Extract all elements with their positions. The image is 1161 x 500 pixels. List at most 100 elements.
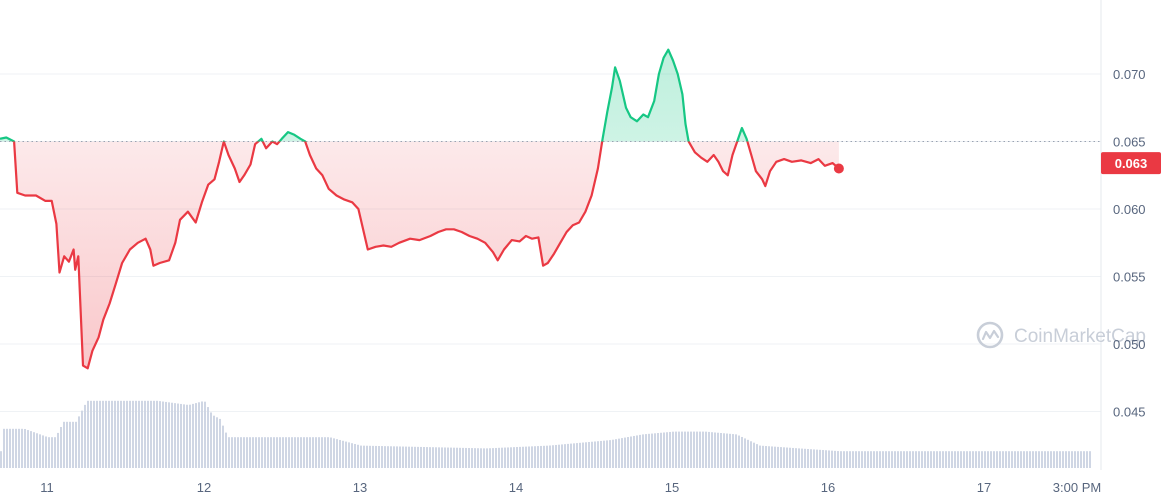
volume-bar — [753, 442, 755, 468]
volume-bar — [21, 428, 23, 468]
volume-bar — [510, 447, 512, 468]
volume-bar — [345, 441, 347, 468]
volume-bar — [312, 437, 314, 468]
volume-bar — [699, 431, 701, 468]
volume-bar — [651, 433, 653, 468]
volume-bar — [960, 451, 962, 468]
volume-bar — [477, 448, 479, 468]
volume-bar — [756, 444, 758, 468]
volume-bar — [321, 437, 323, 468]
volume-bar — [663, 432, 665, 468]
volume-bar — [87, 400, 89, 468]
volume-bar — [390, 446, 392, 468]
volume-bar — [846, 451, 848, 468]
volume-bar — [102, 400, 104, 468]
volume-bar — [882, 451, 884, 468]
volume-bar — [363, 445, 365, 468]
volume-bar — [885, 451, 887, 468]
volume-bar — [945, 451, 947, 468]
volume-bar — [801, 448, 803, 468]
volume-bar — [600, 440, 602, 468]
volume-bar — [375, 445, 377, 468]
volume-bar — [597, 441, 599, 468]
x-tick-label: 14 — [509, 480, 523, 495]
volume-bar — [33, 432, 35, 468]
volume-bar — [843, 451, 845, 468]
x-tick-label: 3:00 PM — [1053, 480, 1101, 495]
volume-bar — [498, 447, 500, 468]
volume-bar — [90, 400, 92, 468]
volume-bar — [99, 400, 101, 468]
volume-bar — [891, 451, 893, 468]
volume-bar — [624, 437, 626, 468]
volume-bar — [1011, 451, 1013, 468]
volume-bar — [705, 431, 707, 468]
last-price-dot[interactable] — [833, 163, 844, 174]
volume-bar — [438, 447, 440, 468]
volume-bar — [270, 437, 272, 468]
volume-bar — [282, 437, 284, 468]
volume-bar — [744, 438, 746, 468]
volume-bar — [591, 441, 593, 468]
y-tick-label: 0.045 — [1113, 405, 1146, 420]
volume-bar — [372, 445, 374, 468]
volume-bar — [333, 438, 335, 468]
volume-bar — [66, 421, 68, 468]
volume-bar — [708, 431, 710, 468]
volume-bar — [324, 437, 326, 468]
current-price-tag: 0.063 — [1101, 152, 1161, 175]
volume-bar — [852, 451, 854, 468]
volume-bar — [1053, 451, 1055, 468]
volume-bar — [789, 447, 791, 468]
volume-bar — [723, 433, 725, 468]
volume-bar — [957, 451, 959, 468]
price-line-down — [11, 141, 840, 370]
volume-bar — [411, 446, 413, 468]
volume-bar — [36, 433, 38, 468]
volume-bar — [402, 446, 404, 468]
volume-bar — [141, 400, 143, 468]
volume-bar — [63, 421, 65, 468]
volume-bar — [966, 451, 968, 468]
volume-bar — [585, 442, 587, 468]
volume-bar — [69, 421, 71, 468]
volume-bar — [237, 437, 239, 468]
volume-bar — [987, 451, 989, 468]
volume-bar — [696, 431, 698, 468]
volume-bar — [873, 451, 875, 468]
volume-bar — [519, 446, 521, 468]
volume-bar — [750, 441, 752, 468]
volume-bar — [615, 439, 617, 468]
volume-bar — [336, 439, 338, 468]
volume-bar — [666, 432, 668, 468]
volume-bar — [198, 402, 200, 468]
x-tick-label: 13 — [353, 480, 367, 495]
volume-bar — [213, 415, 215, 468]
volume-bar — [837, 451, 839, 468]
volume-bar — [861, 451, 863, 468]
volume-bar — [429, 447, 431, 468]
volume-bar — [1068, 451, 1070, 468]
y-tick-label: 0.065 — [1113, 135, 1146, 150]
volume-bar — [807, 449, 809, 468]
volume-bar — [279, 437, 281, 468]
volume-bar — [1020, 451, 1022, 468]
volume-bar — [537, 446, 539, 468]
volume-bar — [990, 451, 992, 468]
volume-bar — [630, 436, 632, 468]
volume-bar — [177, 403, 179, 468]
volume-bar — [840, 451, 842, 468]
volume-bar — [606, 440, 608, 468]
volume-bar — [888, 451, 890, 468]
volume-bar — [552, 445, 554, 468]
volume-bar — [24, 428, 26, 468]
volume-bar — [1086, 451, 1088, 468]
volume-bar — [735, 434, 737, 468]
volume-bar — [252, 437, 254, 468]
volume-bar — [534, 446, 536, 468]
volume-bar — [834, 450, 836, 468]
volume-bar — [348, 442, 350, 468]
volume-bar — [810, 449, 812, 468]
volume-bar — [261, 437, 263, 468]
